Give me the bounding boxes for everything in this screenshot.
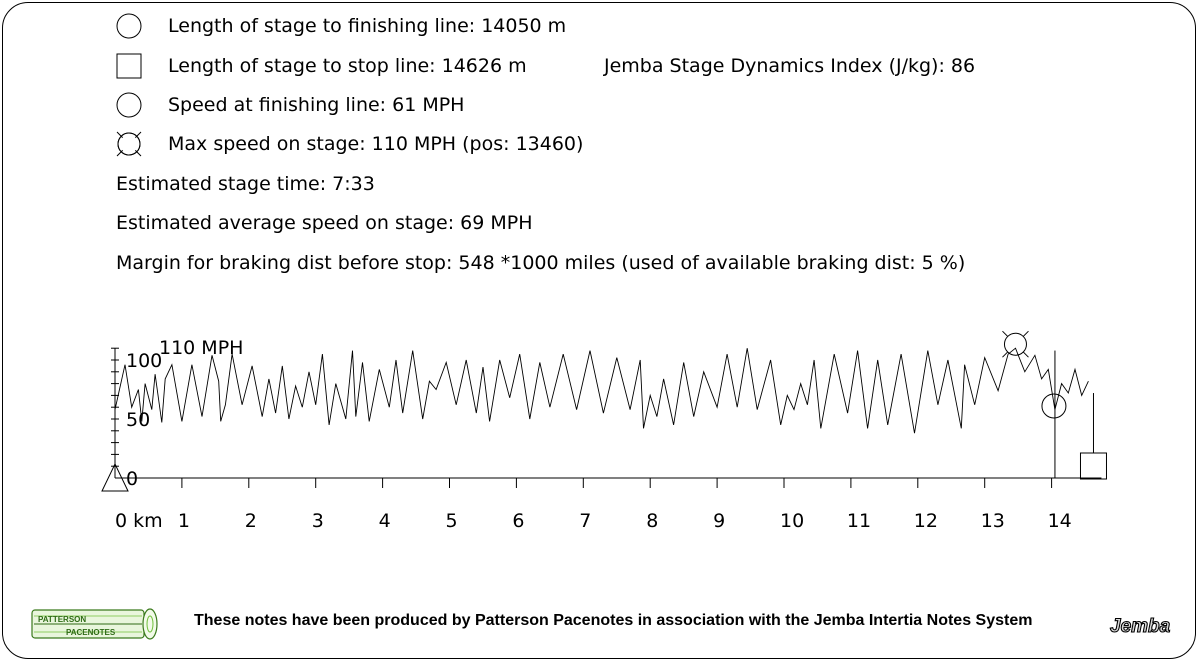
finish-line-circle-icon — [116, 13, 142, 39]
braking-margin-text: Margin for braking dist before stop: 548… — [116, 252, 966, 274]
max-speed-marker — [1003, 332, 1027, 356]
logo-left-line1: PATTERSON — [38, 615, 86, 624]
logo-right-text: Jemba — [1110, 616, 1171, 637]
x-tick-label: 10 — [780, 510, 804, 532]
x-tick-label: 7 — [579, 510, 591, 532]
max-speed-marker-cross — [1023, 351, 1029, 358]
x-tick-label: 6 — [512, 510, 524, 532]
patterson-pacenotes-logo: PATTERSON PACENOTES — [31, 608, 158, 640]
max-speed-crossed-circle-icon — [116, 131, 142, 157]
x-tick-label: 4 — [379, 510, 391, 532]
stop-length-text: Length of stage to stop line: 14626 m — [168, 55, 527, 77]
x-tick-label: 8 — [646, 510, 658, 532]
stage-time-text: Estimated stage time: 7:33 — [116, 173, 375, 195]
max-speed-axis-label: 110 MPH — [159, 337, 243, 359]
finish-length-text: Length of stage to finishing line: 14050… — [168, 15, 567, 37]
x-tick-label: 0 km — [115, 510, 163, 532]
logo-left-line2: PACENOTES — [66, 628, 116, 637]
footer-credit-text: These notes have been produced by Patter… — [194, 612, 1033, 629]
x-tick-label: 14 — [1048, 510, 1072, 532]
dynamics-index-text: Jemba Stage Dynamics Index (J/kg): 86 — [604, 55, 976, 77]
x-tick-label: 12 — [914, 510, 938, 532]
x-tick-label: 11 — [847, 510, 871, 532]
x-tick-label: 1 — [178, 510, 190, 532]
max-speed-marker-cross — [1002, 351, 1008, 358]
x-tick-label: 9 — [713, 510, 725, 532]
finish-speed-text: Speed at finishing line: 61 MPH — [168, 94, 465, 116]
y-tick-label: 0 — [126, 468, 138, 490]
x-tick-label: 5 — [446, 510, 458, 532]
max-speed-marker-cross — [1023, 330, 1029, 337]
start-triangle-marker — [101, 462, 129, 492]
avg-speed-text: Estimated average speed on stage: 69 MPH — [116, 212, 533, 234]
x-tick-label: 13 — [981, 510, 1005, 532]
finish-speed-marker — [1041, 393, 1067, 419]
y-tick-label: 50 — [126, 409, 150, 431]
x-tick-label: 3 — [312, 510, 324, 532]
y-tick-label: 100 — [126, 350, 162, 372]
x-tick-label: 2 — [245, 510, 257, 532]
speed-line — [114, 347, 1089, 434]
stop-square-marker — [1079, 452, 1107, 480]
jemba-logo: Jemba — [1109, 615, 1171, 637]
max-speed-marker-cross — [1002, 330, 1008, 337]
max-speed-text: Max speed on stage: 110 MPH (pos: 13460) — [168, 133, 584, 155]
stop-line-square-icon — [116, 53, 142, 79]
finish-speed-circle-icon — [116, 92, 142, 118]
